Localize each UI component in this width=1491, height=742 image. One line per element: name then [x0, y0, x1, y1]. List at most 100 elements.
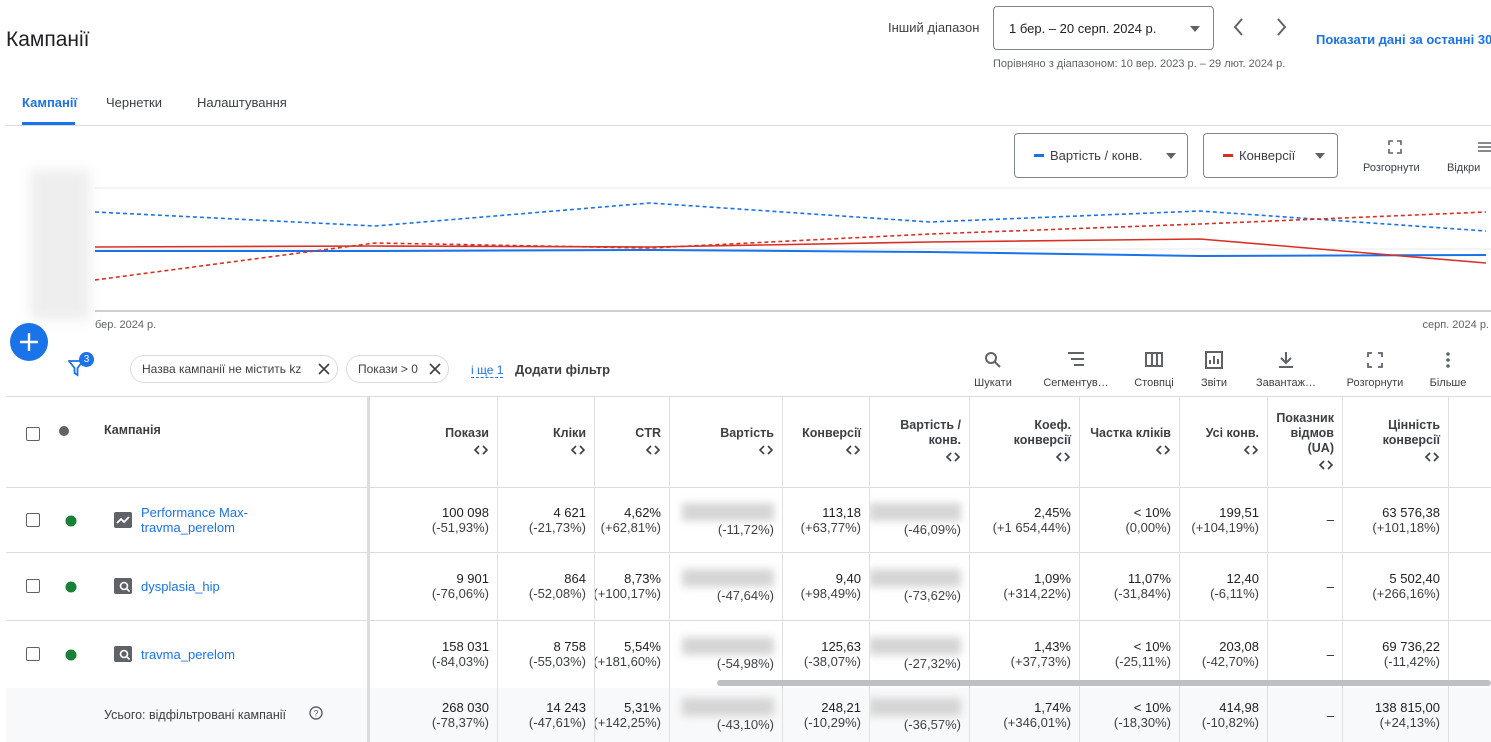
metric-cell: 414,98 (-10,82%): [1180, 688, 1268, 742]
remove-icon[interactable]: [429, 363, 441, 375]
metric-value: –: [1326, 512, 1334, 527]
filter-chip[interactable]: Назва кампанії не містить kz: [130, 355, 338, 383]
metric-cell: 2,45% (+1 654,44%): [970, 487, 1080, 552]
sort-icon: [1424, 451, 1440, 466]
metric-value: 125,63: [821, 639, 861, 654]
header-text: Частка кліків: [1090, 425, 1171, 440]
tab[interactable]: Чернетки: [106, 95, 163, 110]
column-header[interactable]: Покази: [384, 397, 498, 487]
tool-icon: [1205, 351, 1223, 374]
scrollbar[interactable]: [717, 680, 1491, 686]
filter-chip[interactable]: Покази > 0: [346, 355, 449, 383]
campaign-name[interactable]: Performance Max-travma_perelom: [141, 504, 248, 535]
add-filter[interactable]: Додати фільтр: [515, 362, 611, 377]
redacted-value: [870, 569, 961, 587]
metric-change: (-46,09%): [903, 521, 961, 537]
metric-change: (-36,57%): [903, 717, 961, 732]
metric-change: (+1 654,44%): [992, 519, 1071, 535]
metric-value: 248,21: [821, 700, 861, 715]
remove-icon[interactable]: [318, 363, 330, 375]
column-header[interactable]: CTR: [595, 397, 670, 487]
header-text: Вартість: [720, 425, 774, 440]
metric-value: 11,07%: [1127, 571, 1171, 586]
metric-value: 199,51: [1219, 504, 1259, 520]
chart-action[interactable]: Відкри: [1447, 162, 1481, 174]
metric-change: (+104,19%): [1191, 519, 1259, 535]
checkbox[interactable]: [26, 512, 40, 527]
sort-icon: [570, 444, 586, 459]
metric-cell: 1,43% (+37,73%): [970, 620, 1080, 688]
sort-icon: [1055, 451, 1071, 466]
chart-action[interactable]: Розгорнути: [1363, 162, 1420, 174]
metric-cell: 1,74% (+346,01%): [970, 688, 1080, 742]
metric-cell: (-43,10%): [670, 688, 783, 742]
sort-icon: [473, 444, 489, 459]
metric-change: (-11,72%): [717, 521, 774, 537]
date-picker[interactable]: 1 бер. – 20 серп. 2024 р.: [993, 6, 1214, 50]
campaign-name[interactable]: dysplasia_hip: [141, 578, 220, 594]
column-header[interactable]: Усі конв.: [1180, 397, 1268, 487]
column-header[interactable]: Вартість: [670, 397, 783, 487]
metric-cell: –: [1268, 620, 1343, 688]
row-border: [6, 487, 1491, 488]
tool-label[interactable]: Звіти: [1200, 377, 1228, 389]
metric-value: 4 621: [553, 504, 586, 520]
metric-label: Конверсії: [1239, 148, 1296, 163]
metric-cell: 113,18 (+63,77%): [783, 487, 870, 552]
column-header[interactable]: Вартість / конв.: [870, 397, 970, 487]
tool-label[interactable]: Шукати: [974, 377, 1012, 389]
campaign-type-icon: [113, 577, 133, 600]
campaign-type-icon: [113, 511, 133, 534]
row-border: [6, 620, 1491, 621]
more-filters[interactable]: і ще 1: [471, 363, 504, 378]
column-header[interactable]: Цінність конверсії: [1343, 397, 1449, 487]
metric-change: (-52,08%): [528, 586, 586, 601]
metric-change: (-6,11%): [1210, 586, 1259, 601]
metric-value: –: [1326, 646, 1334, 662]
show-last-link[interactable]: Показати дані за останні 30: [1316, 32, 1491, 47]
metric-select[interactable]: Конверсії: [1203, 133, 1338, 178]
tool-label[interactable]: Розгорнути: [1346, 377, 1404, 389]
tool-label[interactable]: Стовпці: [1134, 377, 1174, 389]
column-header[interactable]: Кліки: [498, 397, 595, 487]
metric-change: (-51,93%): [431, 519, 489, 535]
tool-label[interactable]: Більше: [1429, 377, 1467, 389]
tool-label[interactable]: Завантаж…: [1255, 377, 1317, 389]
metric-cell: 9,40 (+98,49%): [783, 552, 870, 620]
metric-change: (+24,13%): [1379, 715, 1440, 730]
metric-cell: < 10% (0,00%): [1080, 487, 1180, 552]
campaign-type-icon: [113, 645, 133, 668]
metric-value: 8 758: [553, 639, 586, 654]
metric-value: 5 502,40: [1389, 571, 1440, 586]
metric-value: 1,09%: [1034, 571, 1071, 586]
column-header[interactable]: Кампанія: [104, 423, 161, 437]
date-nav[interactable]: [1228, 16, 1298, 38]
add-button[interactable]: [9, 322, 49, 362]
metric-change: (+100,17%): [595, 586, 661, 601]
metric-select[interactable]: Вартість / конв.: [1014, 133, 1188, 178]
metric-change: (-43,10%): [716, 717, 774, 732]
column-header[interactable]: Коеф. конверсії: [970, 397, 1080, 487]
metric-cell: 69 736,22 (-11,42%): [1343, 620, 1449, 688]
checkbox[interactable]: [26, 579, 40, 593]
metric-value: 414,98: [1219, 700, 1259, 715]
dropdown-icon: [1166, 153, 1176, 159]
tool-label[interactable]: Сегментув…: [1043, 377, 1109, 389]
legend-swatch: [1034, 154, 1044, 157]
tab[interactable]: Налаштування: [197, 95, 287, 110]
redacted-value: [870, 698, 961, 716]
column-header[interactable]: Частка кліків: [1080, 397, 1180, 487]
metric-change: (-47,61%): [528, 715, 586, 730]
column-header[interactable]: Показник відмов (UA): [1268, 397, 1343, 487]
campaign-name[interactable]: travma_perelom: [141, 646, 235, 662]
metric-change: (-10,82%): [1201, 715, 1259, 730]
metric-value: 9,40: [835, 571, 861, 586]
header-text: Цінність конверсії: [1382, 418, 1440, 447]
column-header[interactable]: Конверсії: [783, 397, 870, 487]
header-text: Показник відмов (UA): [1276, 410, 1334, 455]
tab[interactable]: Кампанії: [22, 95, 78, 110]
metric-value: 12,40: [1226, 571, 1259, 586]
checkbox[interactable]: [26, 647, 40, 661]
checkbox[interactable]: [26, 427, 40, 441]
metric-cell: 12,40 (-6,11%): [1180, 552, 1268, 620]
